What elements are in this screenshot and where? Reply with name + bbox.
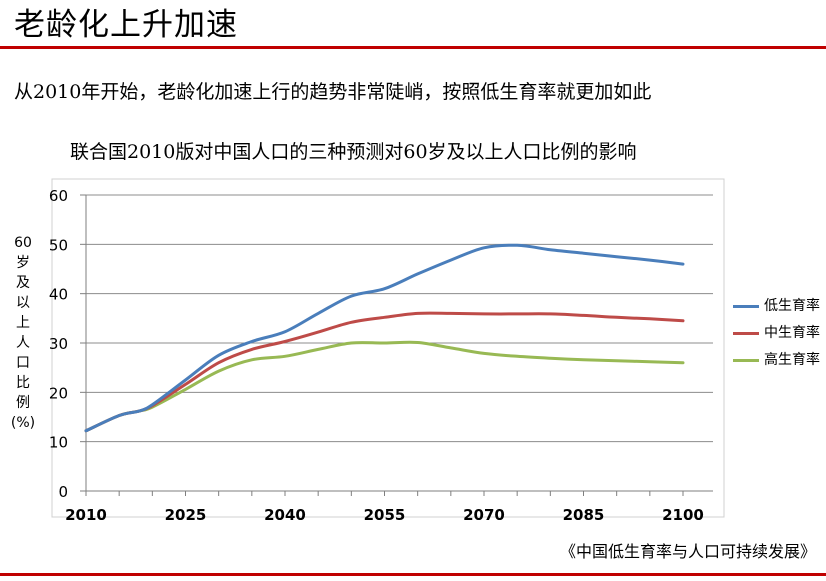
x-tick-label: 2040 bbox=[264, 506, 306, 524]
chart-frame bbox=[51, 178, 725, 518]
x-tick-label: 2100 bbox=[662, 506, 704, 524]
y-tick-label: 0 bbox=[58, 483, 68, 501]
legend-swatch-high bbox=[733, 359, 759, 362]
y-axis-label-char: 例 bbox=[16, 395, 30, 411]
chart-title: 联合国2010版对中国人口的三种预测对60岁及以上人口比例的影响 bbox=[70, 141, 637, 163]
y-tick-label: 60 bbox=[49, 187, 68, 205]
y-axis-label-char: 人 bbox=[16, 335, 30, 351]
y-tick-label: 30 bbox=[49, 335, 68, 353]
x-tick-label: 2025 bbox=[165, 506, 207, 524]
y-axis-label-char: 岁 bbox=[16, 255, 30, 271]
source-citation: 《中国低生育率与人口可持续发展》 bbox=[559, 542, 816, 561]
x-tick-label: 2055 bbox=[364, 506, 406, 524]
legend-swatch-low bbox=[733, 305, 759, 308]
footer-rule bbox=[0, 573, 826, 576]
y-axis-label-char: 比 bbox=[16, 375, 30, 391]
y-axis-label: 60 岁 及 以 上 人 口 比 例 (%) bbox=[8, 233, 38, 433]
x-tick-label: 2085 bbox=[563, 506, 605, 524]
y-tick-label: 50 bbox=[49, 236, 68, 254]
series-line-low bbox=[84, 243, 685, 433]
legend-label-high: 高生育率 bbox=[764, 352, 820, 368]
y-axis-label-char: 上 bbox=[16, 315, 30, 331]
slide-title: 老龄化上升加速 bbox=[14, 7, 238, 43]
y-tick-label: 40 bbox=[49, 286, 68, 304]
y-axis-label-char: 60 bbox=[14, 235, 32, 251]
slide-subtitle: 从2010年开始，老龄化加速上行的趋势非常陡峭，按照低生育率就更加如此 bbox=[14, 81, 652, 103]
legend-label-medium: 中生育率 bbox=[764, 325, 820, 341]
y-tick-label: 10 bbox=[49, 434, 68, 452]
y-tick-label: 20 bbox=[49, 384, 68, 402]
x-tick-label: 2070 bbox=[463, 506, 505, 524]
legend-swatch-medium bbox=[733, 332, 759, 335]
x-tick-label: 2010 bbox=[65, 506, 107, 524]
y-axis-label-char: (%) bbox=[10, 415, 36, 431]
legend-label-low: 低生育率 bbox=[764, 298, 820, 314]
title-underline bbox=[0, 46, 826, 49]
y-axis-label-char: 及 bbox=[16, 275, 30, 291]
y-axis-label-char: 以 bbox=[16, 295, 30, 311]
y-axis-label-char: 口 bbox=[16, 355, 30, 371]
series-line-medium bbox=[84, 311, 685, 433]
